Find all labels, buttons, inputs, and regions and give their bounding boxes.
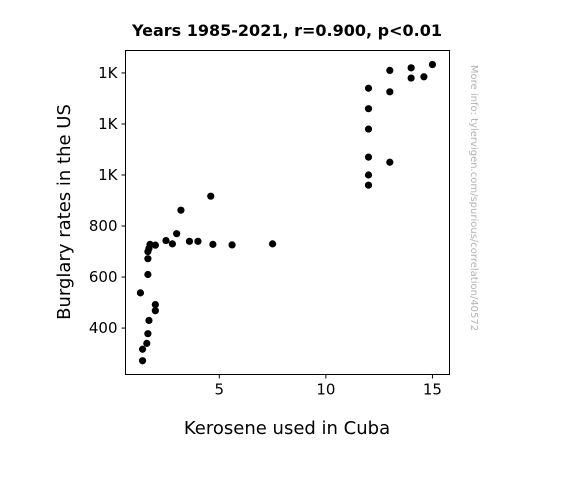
y-tick-label: 1K: [98, 166, 119, 184]
data-point: [138, 345, 147, 353]
data-point: [209, 240, 217, 248]
data-point: [364, 181, 373, 189]
x-tick-label: 10: [316, 381, 335, 399]
data-point: [145, 316, 153, 325]
x-tick-label: 15: [423, 381, 442, 399]
x-tick-label: 5: [215, 381, 225, 399]
y-tick-label: 400: [89, 319, 118, 337]
data-point: [136, 289, 145, 297]
data-point: [364, 171, 373, 179]
chart-title: Years 1985-2021, r=0.900, p<0.01: [131, 21, 442, 40]
data-point: [143, 339, 151, 347]
data-point: [162, 236, 170, 245]
y-axis-label: Burglary rates in the US: [54, 104, 75, 320]
plot-area-frame: [125, 50, 450, 375]
data-point: [268, 240, 277, 248]
watermark-text: More info: tylervigen.com/spurious/corre…: [468, 65, 479, 331]
data-point: [386, 66, 394, 74]
data-point: [151, 300, 159, 309]
data-point: [407, 64, 415, 72]
x-axis-label: Kerosene used in Cuba: [184, 418, 390, 439]
y-tick-label: 600: [89, 268, 118, 286]
data-point: [364, 105, 373, 113]
data-point: [364, 153, 373, 161]
data-point: [228, 241, 236, 249]
data-point: [177, 206, 185, 214]
data-point: [144, 270, 152, 279]
y-axis: 400 600 800 1K 1K 1K: [89, 64, 126, 337]
data-point: [386, 88, 394, 96]
data-point: [207, 192, 215, 200]
data-point: [194, 237, 202, 245]
data-point: [364, 125, 373, 133]
data-point: [151, 307, 159, 315]
data-point: [173, 230, 181, 238]
data-point: [407, 74, 415, 82]
y-tick-label: 800: [89, 217, 118, 235]
y-tick-label: 1K: [98, 115, 119, 133]
data-point: [138, 357, 147, 365]
data-point: [428, 60, 437, 69]
data-point: [168, 240, 176, 248]
data-points: [136, 60, 437, 365]
data-point: [146, 240, 154, 248]
data-point: [151, 241, 159, 249]
data-point: [144, 255, 152, 263]
data-point: [185, 237, 194, 245]
data-point: [144, 330, 152, 338]
y-tick-label: 1K: [98, 64, 119, 82]
x-axis: 5 10 15: [215, 374, 442, 399]
data-point: [420, 73, 428, 81]
data-point: [386, 158, 394, 166]
data-point: [364, 84, 373, 92]
